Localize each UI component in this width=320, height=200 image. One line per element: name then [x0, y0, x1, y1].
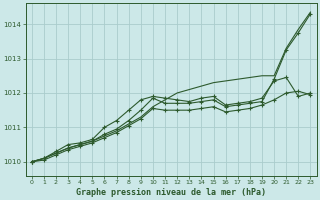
X-axis label: Graphe pression niveau de la mer (hPa): Graphe pression niveau de la mer (hPa)	[76, 188, 266, 197]
